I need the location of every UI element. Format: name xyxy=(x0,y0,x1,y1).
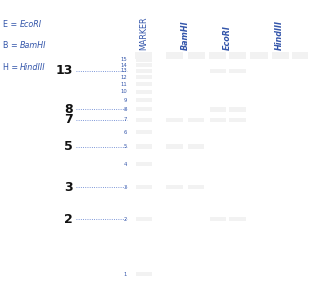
Text: 8: 8 xyxy=(64,103,73,116)
Text: 7: 7 xyxy=(124,118,127,122)
Bar xyxy=(136,75,152,79)
Text: B =: B = xyxy=(3,41,20,50)
Bar xyxy=(210,118,226,122)
Bar xyxy=(136,82,152,86)
Text: EcoRI: EcoRI xyxy=(223,26,232,50)
Bar xyxy=(292,52,309,59)
Bar xyxy=(136,185,152,189)
Text: 1: 1 xyxy=(124,271,127,277)
Bar xyxy=(229,118,246,122)
Bar xyxy=(209,52,226,59)
Text: 13: 13 xyxy=(121,69,127,73)
Text: 5: 5 xyxy=(64,140,73,153)
Bar xyxy=(136,118,152,122)
Text: BamHI: BamHI xyxy=(181,21,190,50)
Bar xyxy=(250,52,268,59)
Text: 4: 4 xyxy=(124,162,127,167)
Text: HindIII: HindIII xyxy=(20,63,46,72)
Text: 9: 9 xyxy=(124,98,127,103)
Bar xyxy=(229,217,246,221)
Text: 12: 12 xyxy=(120,75,127,80)
Text: 11: 11 xyxy=(120,82,127,87)
Bar xyxy=(188,52,205,59)
Text: 6: 6 xyxy=(124,130,127,135)
Bar xyxy=(166,118,183,122)
Text: 10: 10 xyxy=(120,89,127,94)
Bar xyxy=(229,52,246,59)
Text: 5: 5 xyxy=(124,144,127,149)
Text: E =: E = xyxy=(3,20,20,29)
Bar xyxy=(136,144,152,149)
Bar xyxy=(188,185,204,189)
Text: 3: 3 xyxy=(124,185,127,189)
Bar xyxy=(136,90,152,94)
Bar xyxy=(166,144,183,149)
Bar xyxy=(229,69,246,73)
Text: 14: 14 xyxy=(120,62,127,68)
Bar xyxy=(210,69,226,73)
Bar xyxy=(272,52,289,59)
Bar xyxy=(135,52,153,59)
Text: 7: 7 xyxy=(64,114,73,126)
Text: 2: 2 xyxy=(64,213,73,226)
Text: 15: 15 xyxy=(120,57,127,62)
Text: H =: H = xyxy=(3,63,21,72)
Text: BamHI: BamHI xyxy=(20,41,46,50)
Text: MARKER: MARKER xyxy=(140,17,148,50)
Bar xyxy=(136,63,152,67)
Text: EcoRI: EcoRI xyxy=(20,20,42,29)
Bar xyxy=(136,162,152,166)
Text: 8: 8 xyxy=(124,107,127,112)
Bar xyxy=(188,144,204,149)
Bar xyxy=(136,69,152,73)
Bar xyxy=(136,107,152,111)
Text: 13: 13 xyxy=(55,64,73,77)
Bar xyxy=(166,185,183,189)
Bar xyxy=(136,272,152,276)
Bar xyxy=(166,52,183,59)
Bar xyxy=(210,217,226,221)
Text: HindIII: HindIII xyxy=(275,21,284,50)
Bar xyxy=(136,98,152,102)
Text: 2: 2 xyxy=(124,217,127,222)
Bar xyxy=(229,107,246,112)
Bar xyxy=(210,107,226,112)
Text: 3: 3 xyxy=(64,181,73,193)
Bar xyxy=(136,58,152,62)
Bar xyxy=(136,130,152,134)
Bar xyxy=(136,217,152,221)
Bar xyxy=(188,118,204,122)
